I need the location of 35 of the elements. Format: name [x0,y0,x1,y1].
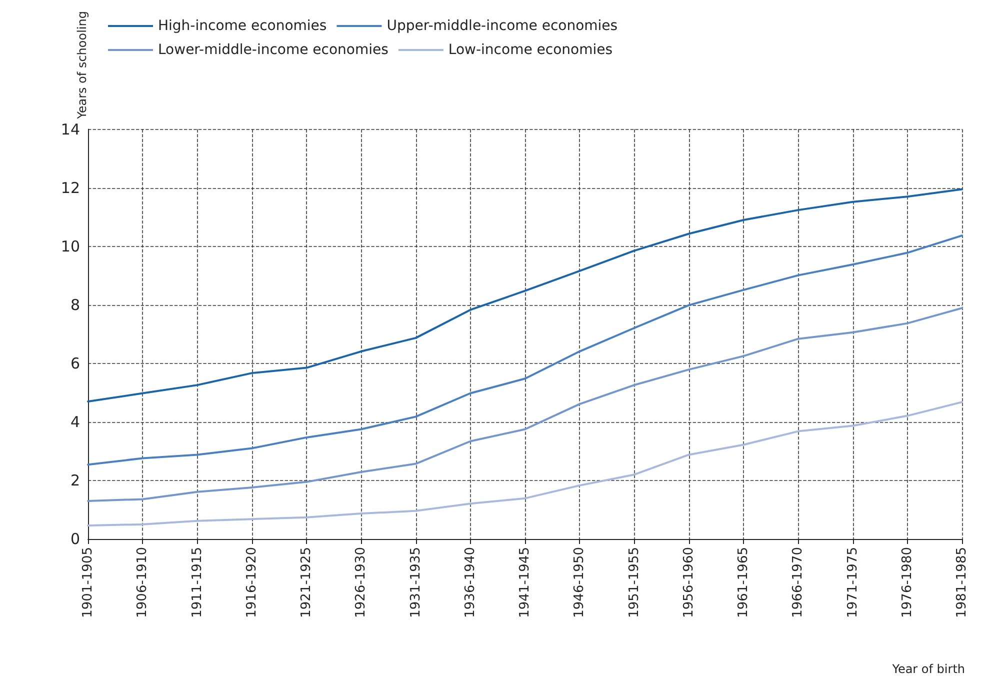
y-tick-label: 0 [70,530,80,548]
y-tick-label: 4 [70,412,80,431]
legend-label: Lower-middle-income economies [158,42,388,58]
legend-label: High-income economies [158,18,327,34]
x-tick-label: 1931-1935 [408,547,424,618]
x-tick-label: 1936-1940 [462,547,478,618]
line-series [87,188,963,402]
legend-label: Upper-middle-income economies [386,18,618,34]
y-tick-label: 10 [60,237,80,256]
x-tick-label: 1906-1910 [135,547,150,618]
line-series [87,234,963,466]
x-tick-label: 1926-1930 [354,547,369,618]
x-tick-label: 1901-1905 [80,547,96,618]
x-tick-label: 1961-1965 [736,547,751,618]
y-tick-label: 6 [70,354,80,372]
x-tick-label: 1946-1950 [572,547,588,618]
x-tick-label: 1916-1920 [244,547,260,618]
legend-label: Low-income economies [448,42,613,58]
x-tick-label: 1981-1985 [954,547,970,618]
x-tick-label: 1966-1970 [790,547,806,618]
x-tick-label: 1971-1975 [845,547,860,618]
x-tick-label: 1911-1915 [190,547,205,618]
y-tick-label: 8 [70,296,80,314]
y-tick-label: 12 [60,178,80,197]
x-tick-label: 1976-1980 [900,547,915,618]
line-series [87,401,963,527]
y-tick-label: 14 [60,120,80,138]
x-tick-label: 1921-1925 [299,547,314,618]
x-tick-label: 1941-1945 [518,547,532,618]
x-tick-label: 1951-1955 [626,547,642,618]
x-axis-title: Year of birth [891,662,965,676]
line-series [87,307,963,502]
y-tick-label: 2 [70,471,80,490]
y-axis-title: Years of schooling [75,11,89,120]
x-tick-label: 1956-1960 [681,547,696,618]
